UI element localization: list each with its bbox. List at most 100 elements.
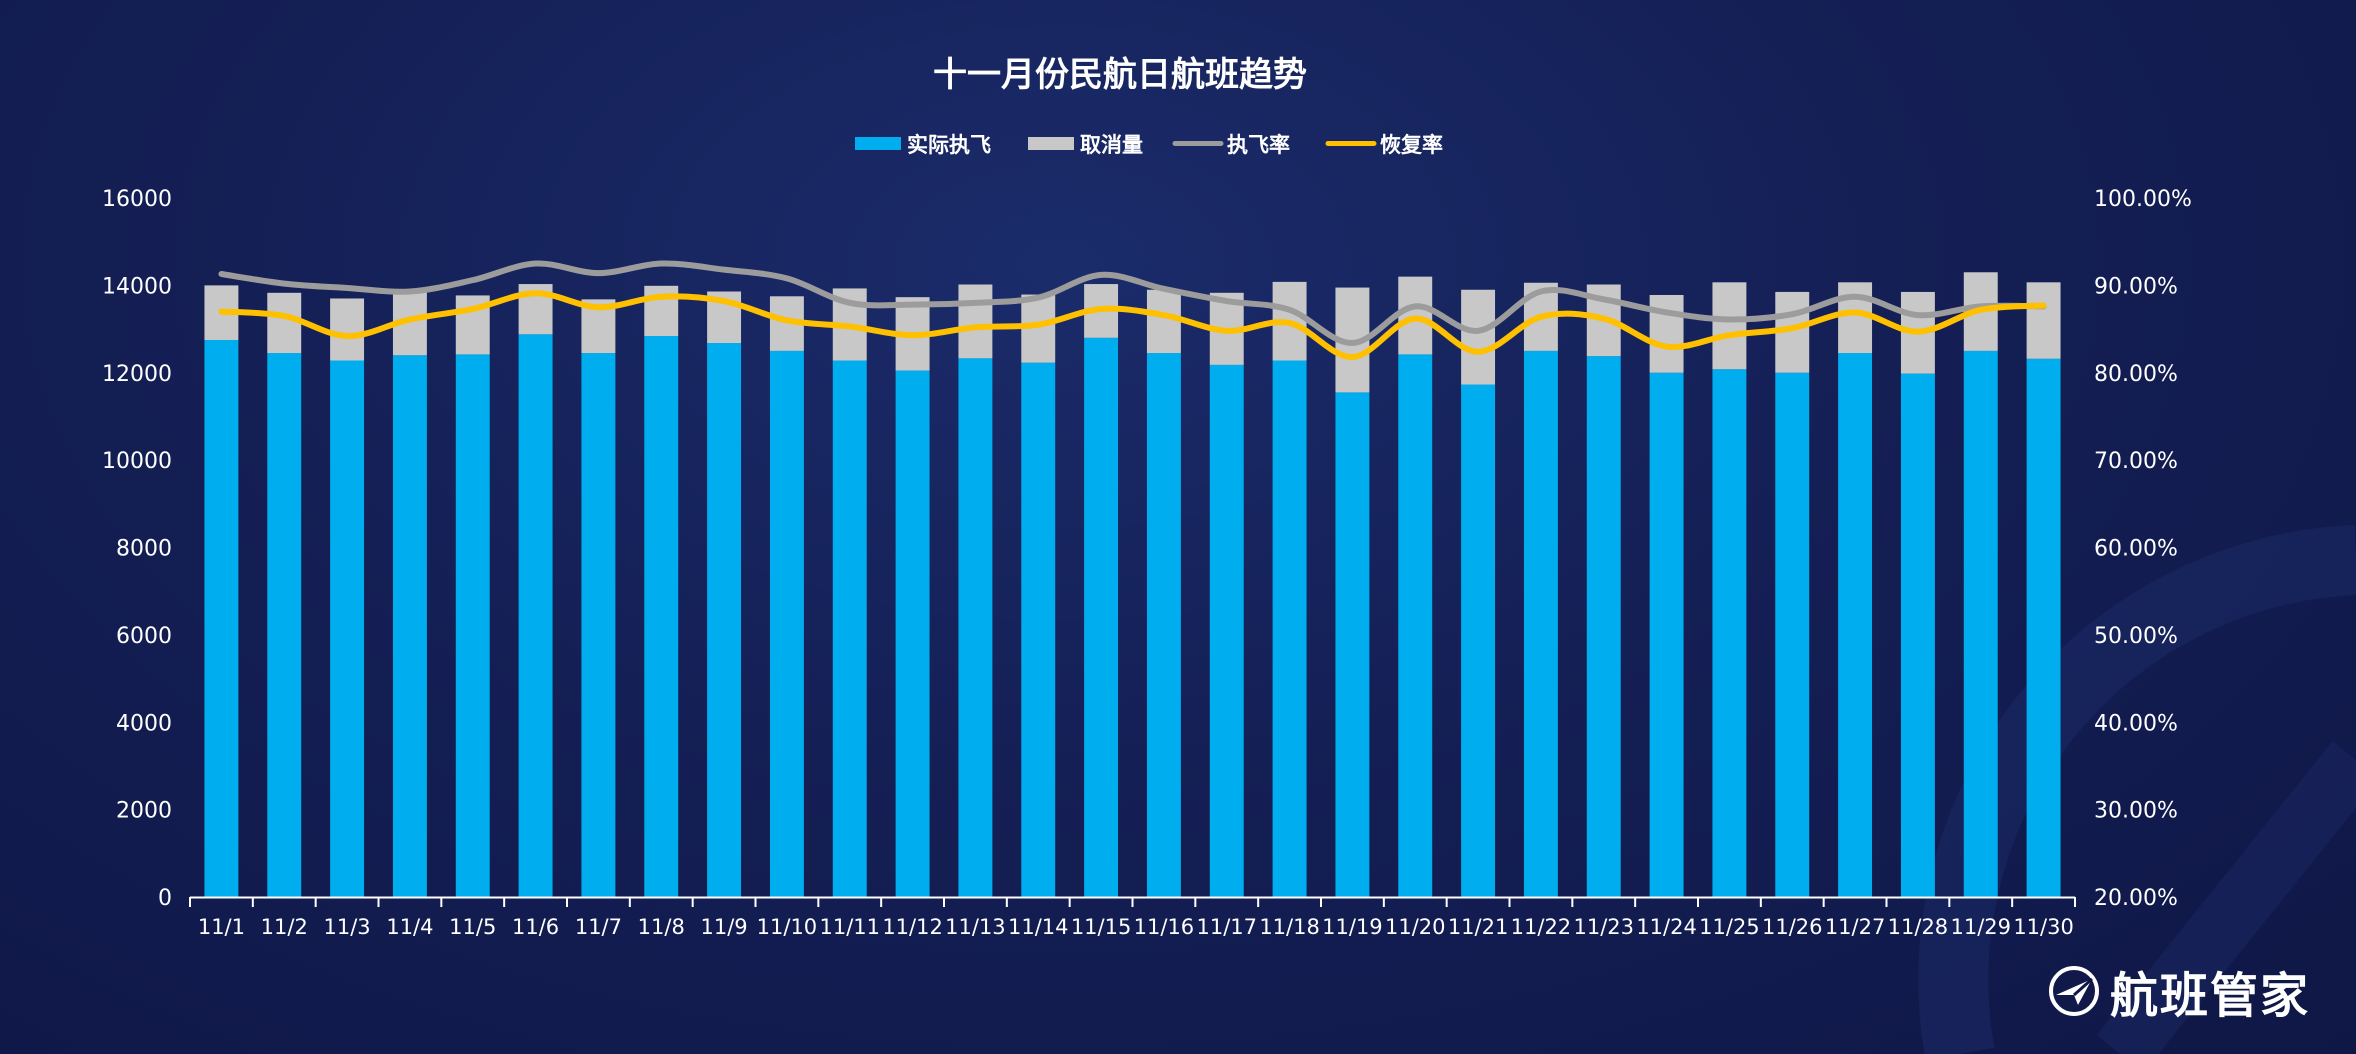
bar-executed bbox=[895, 370, 930, 897]
x-tick-label: 11/24 bbox=[1636, 915, 1697, 939]
x-tick-label: 11/9 bbox=[700, 915, 747, 939]
x-tick-label: 11/6 bbox=[512, 915, 559, 939]
bar-executed bbox=[1398, 354, 1433, 897]
y-tick-label-left: 8000 bbox=[116, 537, 172, 562]
x-tick-label: 11/15 bbox=[1071, 915, 1132, 939]
bar-executed bbox=[1900, 373, 1935, 897]
x-tick-label: 11/22 bbox=[1511, 915, 1572, 939]
bar-executed bbox=[1649, 372, 1684, 897]
y-tick-label-left: 0 bbox=[158, 886, 172, 911]
legend-item: 恢复率 bbox=[1325, 133, 1443, 157]
y-tick-label-left: 16000 bbox=[102, 187, 172, 212]
y-tick-label-right: 70.00% bbox=[2094, 449, 2178, 474]
bar-executed bbox=[1084, 337, 1119, 897]
airline-logo-icon bbox=[2048, 966, 2099, 1016]
bar-executed bbox=[1775, 372, 1810, 897]
y-tick-label-right: 20.00% bbox=[2094, 886, 2178, 911]
bar-executed bbox=[1838, 353, 1873, 897]
bar-cancelled bbox=[1146, 289, 1181, 354]
chart-title: 十一月份民航日航班趋势 bbox=[933, 55, 1307, 95]
y-tick-label-right: 40.00% bbox=[2094, 711, 2178, 736]
bar-series bbox=[204, 272, 2061, 898]
x-tick-label: 11/28 bbox=[1888, 915, 1949, 939]
x-tick-label: 11/2 bbox=[261, 915, 308, 939]
line-series bbox=[218, 260, 2047, 361]
x-tick-label: 11/13 bbox=[945, 915, 1006, 939]
bar-cancelled bbox=[1398, 276, 1433, 355]
x-tick-label: 11/4 bbox=[386, 915, 433, 939]
x-tick-label: 11/21 bbox=[1448, 915, 1509, 939]
bar-executed bbox=[392, 355, 427, 897]
x-axis: 11/1 11/2 11/3 11/4 11/5 11/6 11/7 11/8 11/9 11/1… bbox=[189, 896, 2076, 939]
y-axis-left: 0 2000 4000 6000 8000 10000 12000 14000 16000 bbox=[102, 187, 172, 911]
y-tick-label-left: 12000 bbox=[102, 362, 172, 387]
y-tick-label-left: 6000 bbox=[116, 624, 172, 649]
brand-name: 航班管家 bbox=[2109, 968, 2310, 1024]
y-axis-right: 20.00% 30.00% 40.00% 50.00% 60.00% 70.00% 80.0… bbox=[2094, 187, 2192, 911]
bar-executed bbox=[1209, 364, 1244, 898]
x-tick-label: 11/7 bbox=[575, 915, 622, 939]
x-tick-label: 11/16 bbox=[1134, 915, 1195, 939]
bar-executed bbox=[1586, 356, 1621, 897]
legend-item: 执飞率 bbox=[1172, 133, 1290, 157]
y-tick-label-left: 10000 bbox=[102, 449, 172, 474]
x-tick-label: 11/23 bbox=[1573, 915, 1634, 939]
legend-label: 实际执飞 bbox=[907, 133, 991, 157]
legend-label: 取消量 bbox=[1080, 133, 1143, 157]
y-tick-label-right: 30.00% bbox=[2094, 799, 2178, 824]
y-tick-label-left: 2000 bbox=[116, 799, 172, 824]
bar-executed bbox=[1461, 384, 1496, 897]
bar-executed bbox=[1523, 350, 1558, 897]
y-tick-label-right: 50.00% bbox=[2094, 624, 2178, 649]
bar-executed bbox=[330, 360, 365, 898]
bar-cancelled bbox=[330, 298, 365, 361]
bar-executed bbox=[1272, 360, 1307, 898]
line-recovery-rate bbox=[218, 290, 2047, 361]
bar-cancelled bbox=[1649, 294, 1684, 373]
bar-executed bbox=[644, 336, 679, 897]
x-tick-label: 11/3 bbox=[323, 915, 370, 939]
legend-swatch bbox=[855, 137, 901, 150]
bar-executed bbox=[1335, 392, 1370, 897]
bar-executed bbox=[455, 354, 490, 897]
line-exec-rate bbox=[218, 260, 2047, 347]
bar-cancelled bbox=[1712, 282, 1747, 370]
x-tick-label: 11/27 bbox=[1825, 915, 1886, 939]
x-tick-label: 11/8 bbox=[638, 915, 685, 939]
bar-cancelled bbox=[2026, 282, 2061, 359]
x-tick-label: 11/17 bbox=[1196, 915, 1257, 939]
bar-cancelled bbox=[267, 292, 302, 354]
x-tick-label: 11/18 bbox=[1259, 915, 1320, 939]
bar-executed bbox=[204, 339, 239, 897]
bar-executed bbox=[1712, 369, 1747, 897]
bar-cancelled bbox=[958, 284, 993, 359]
y-tick-label-right: 100.00% bbox=[2094, 187, 2192, 212]
x-tick-label: 11/20 bbox=[1385, 915, 1446, 939]
y-tick-label-left: 14000 bbox=[102, 274, 172, 299]
bar-executed bbox=[1021, 362, 1056, 897]
x-tick-label: 11/11 bbox=[819, 915, 880, 939]
x-tick-label: 11/1 bbox=[198, 915, 245, 939]
bar-executed bbox=[1146, 353, 1181, 897]
bar-executed bbox=[832, 360, 867, 898]
brand-logo: 航班管家 bbox=[2048, 956, 2310, 1026]
x-tick-label: 11/26 bbox=[1762, 915, 1823, 939]
legend-item: 取消量 bbox=[1028, 133, 1143, 157]
x-tick-label: 11/10 bbox=[757, 915, 818, 939]
legend-label: 执飞率 bbox=[1227, 133, 1290, 157]
legend-swatch bbox=[1028, 137, 1074, 150]
bar-executed bbox=[1963, 350, 1998, 897]
bar-cancelled bbox=[644, 285, 679, 337]
bar-cancelled bbox=[1461, 289, 1496, 385]
legend-item: 实际执飞 bbox=[855, 133, 991, 157]
bar-executed bbox=[581, 353, 616, 897]
x-tick-label: 11/12 bbox=[882, 915, 943, 939]
y-tick-label-right: 60.00% bbox=[2094, 537, 2178, 562]
x-tick-label: 11/14 bbox=[1008, 915, 1069, 939]
bar-executed bbox=[769, 350, 804, 897]
bar-executed bbox=[518, 334, 553, 897]
x-tick-label: 11/30 bbox=[2013, 915, 2074, 939]
y-tick-label-right: 90.00% bbox=[2094, 274, 2178, 299]
